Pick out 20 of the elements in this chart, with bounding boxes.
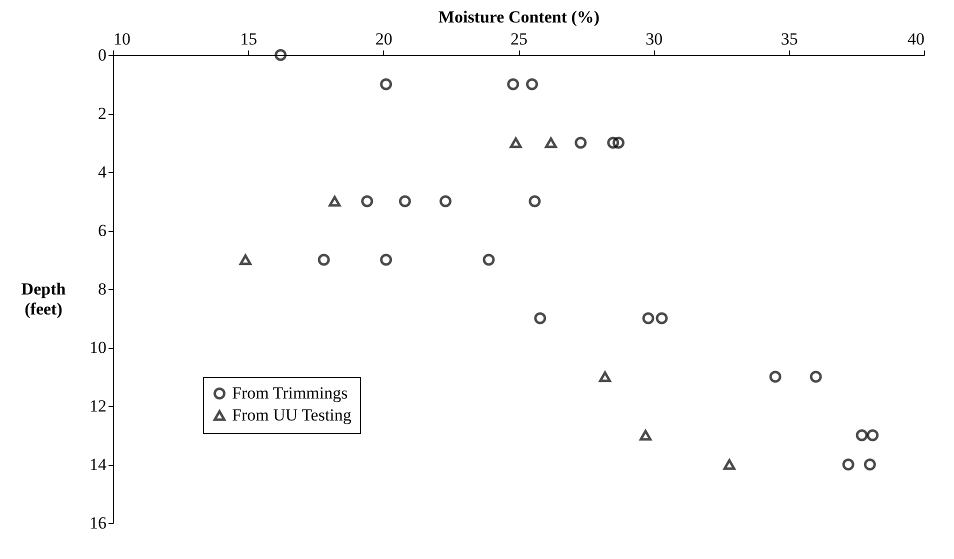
- y-tick-label: 8: [98, 280, 106, 298]
- x-tick-label: 15: [240, 30, 258, 48]
- y-axis-title: Depth (feet): [21, 280, 66, 318]
- y-tick-label: 6: [98, 221, 106, 240]
- y-tick-label: 4: [98, 162, 107, 182]
- x-tick-label: 35: [780, 30, 798, 48]
- y-tick-label: 0: [98, 46, 106, 64]
- y-tick-label: 2: [98, 104, 106, 123]
- x-tick-label: 25: [510, 30, 528, 48]
- x-tick-label: 20: [375, 30, 392, 48]
- y-tick-label: 10: [90, 338, 106, 357]
- y-tick-label: 16: [90, 514, 106, 532]
- y-tick-label: 12: [90, 396, 106, 416]
- legend-label: From Trimmings: [232, 384, 348, 402]
- legend-label: From UU Testing: [232, 406, 352, 424]
- x-tick-label: 10: [114, 30, 130, 48]
- x-axis-title: Moisture Content (%): [438, 8, 600, 26]
- x-tick-label: 30: [646, 30, 663, 48]
- x-tick-label: 40: [908, 30, 924, 48]
- y-tick-label: 14: [90, 455, 107, 474]
